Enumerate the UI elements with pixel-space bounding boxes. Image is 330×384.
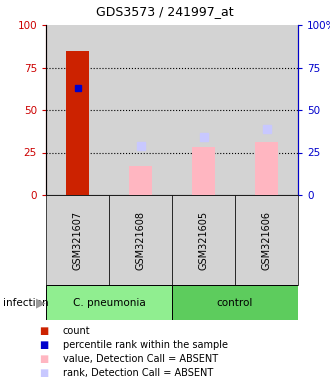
Text: ■: ■ — [40, 354, 49, 364]
Bar — [172, 285, 298, 320]
Text: C. pneumonia: C. pneumonia — [73, 298, 146, 308]
Bar — [46, 195, 109, 285]
Bar — [192, 147, 214, 195]
Text: ▶: ▶ — [36, 296, 46, 309]
Text: GSM321605: GSM321605 — [199, 210, 209, 270]
Text: ■: ■ — [40, 340, 49, 350]
Text: GSM321606: GSM321606 — [261, 210, 272, 270]
Text: count: count — [63, 326, 90, 336]
Text: rank, Detection Call = ABSENT: rank, Detection Call = ABSENT — [63, 368, 213, 378]
Bar — [46, 285, 172, 320]
Text: ■: ■ — [40, 326, 49, 336]
Bar — [235, 25, 298, 195]
Text: infection: infection — [3, 298, 49, 308]
Bar — [172, 25, 235, 195]
Bar — [235, 195, 298, 285]
Text: GSM321607: GSM321607 — [73, 210, 82, 270]
Bar — [66, 51, 88, 195]
Text: ■: ■ — [40, 368, 49, 378]
Bar — [255, 142, 278, 195]
Text: control: control — [217, 298, 253, 308]
Bar — [109, 25, 172, 195]
Text: GDS3573 / 241997_at: GDS3573 / 241997_at — [96, 5, 234, 18]
Bar — [129, 166, 151, 195]
Text: GSM321608: GSM321608 — [136, 210, 146, 270]
Text: value, Detection Call = ABSENT: value, Detection Call = ABSENT — [63, 354, 218, 364]
Bar — [109, 195, 172, 285]
Bar — [172, 195, 235, 285]
Bar — [46, 25, 109, 195]
Text: percentile rank within the sample: percentile rank within the sample — [63, 340, 228, 350]
